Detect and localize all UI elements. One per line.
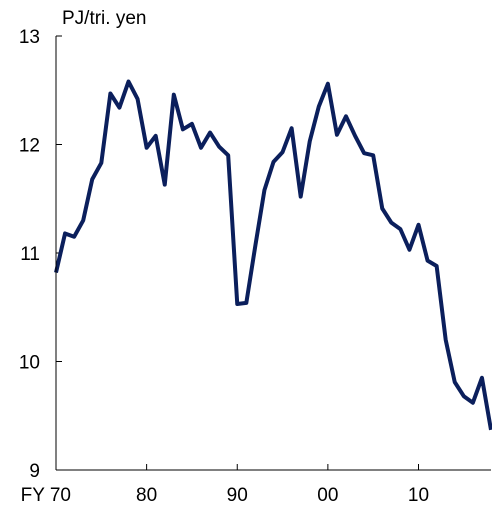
series-layer	[54, 79, 492, 431]
y-tick-label: 11	[20, 244, 40, 265]
x-tick-label: 00	[317, 485, 338, 506]
y-tick-label: 12	[19, 136, 40, 157]
y-tick-label: 13	[19, 27, 40, 48]
x-tick-label: 10	[408, 485, 429, 506]
x-tick-label: 90	[227, 485, 248, 506]
x-tick-label: FY 70	[21, 485, 71, 506]
x-tick-label: 80	[136, 485, 157, 506]
y-axis-ticks: 9 10 11 12 13	[19, 27, 62, 482]
y-axis-unit-label: PJ/tri. yen	[62, 8, 146, 29]
y-tick-label: 9	[29, 461, 40, 482]
series-line	[54, 79, 492, 431]
y-tick-label: 10	[19, 353, 40, 374]
